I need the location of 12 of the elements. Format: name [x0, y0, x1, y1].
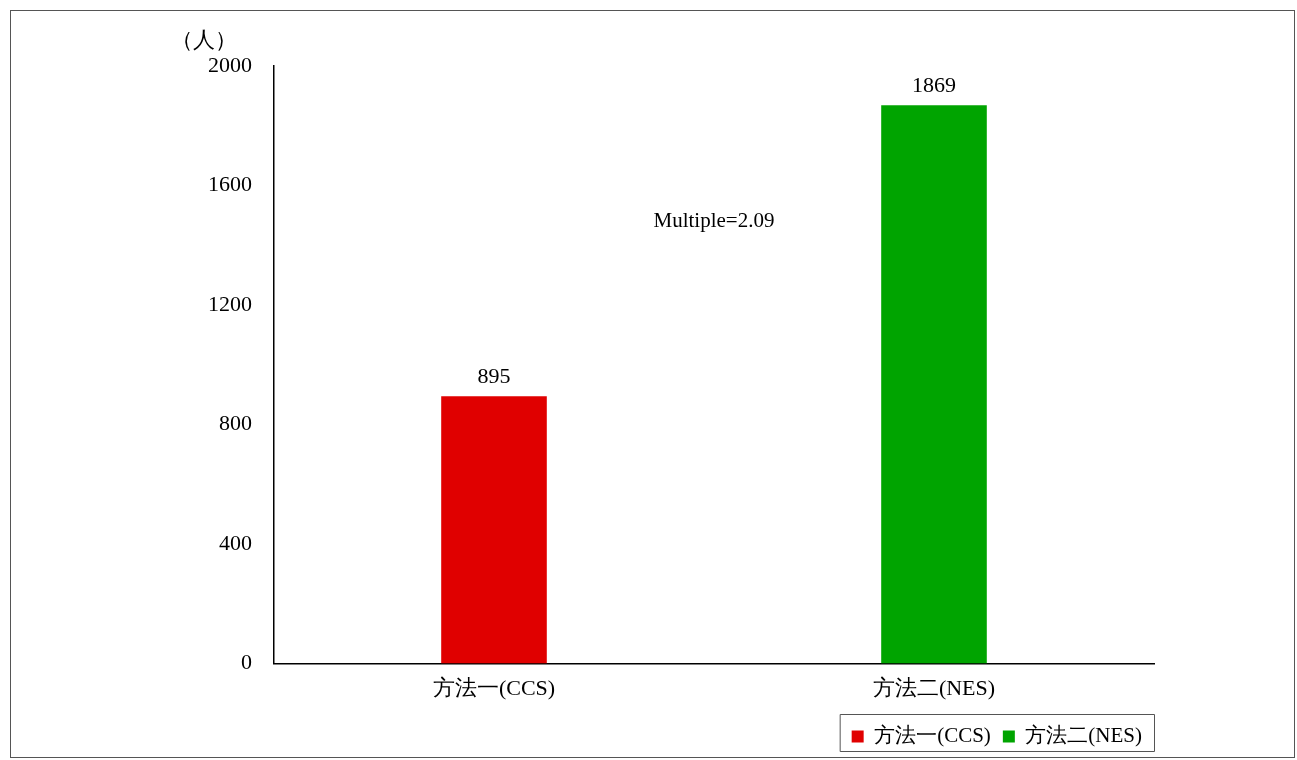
annotation: Multiple=2.09 [653, 207, 775, 232]
y-tick-label: 2000 [208, 51, 252, 77]
data-label: 1869 [912, 71, 956, 97]
y-tick-label: 1200 [208, 290, 252, 316]
y-tick-label: 1600 [208, 171, 252, 197]
y-tick-label: 0 [241, 649, 252, 675]
data-label: 895 [477, 362, 511, 388]
y-axis-title: （人） [171, 26, 237, 52]
legend-label: 方法一(CCS) [874, 723, 991, 748]
y-tick-label: 800 [219, 410, 252, 436]
y-tick-label: 400 [219, 529, 252, 555]
legend-label: 方法二(NES) [1025, 723, 1143, 748]
